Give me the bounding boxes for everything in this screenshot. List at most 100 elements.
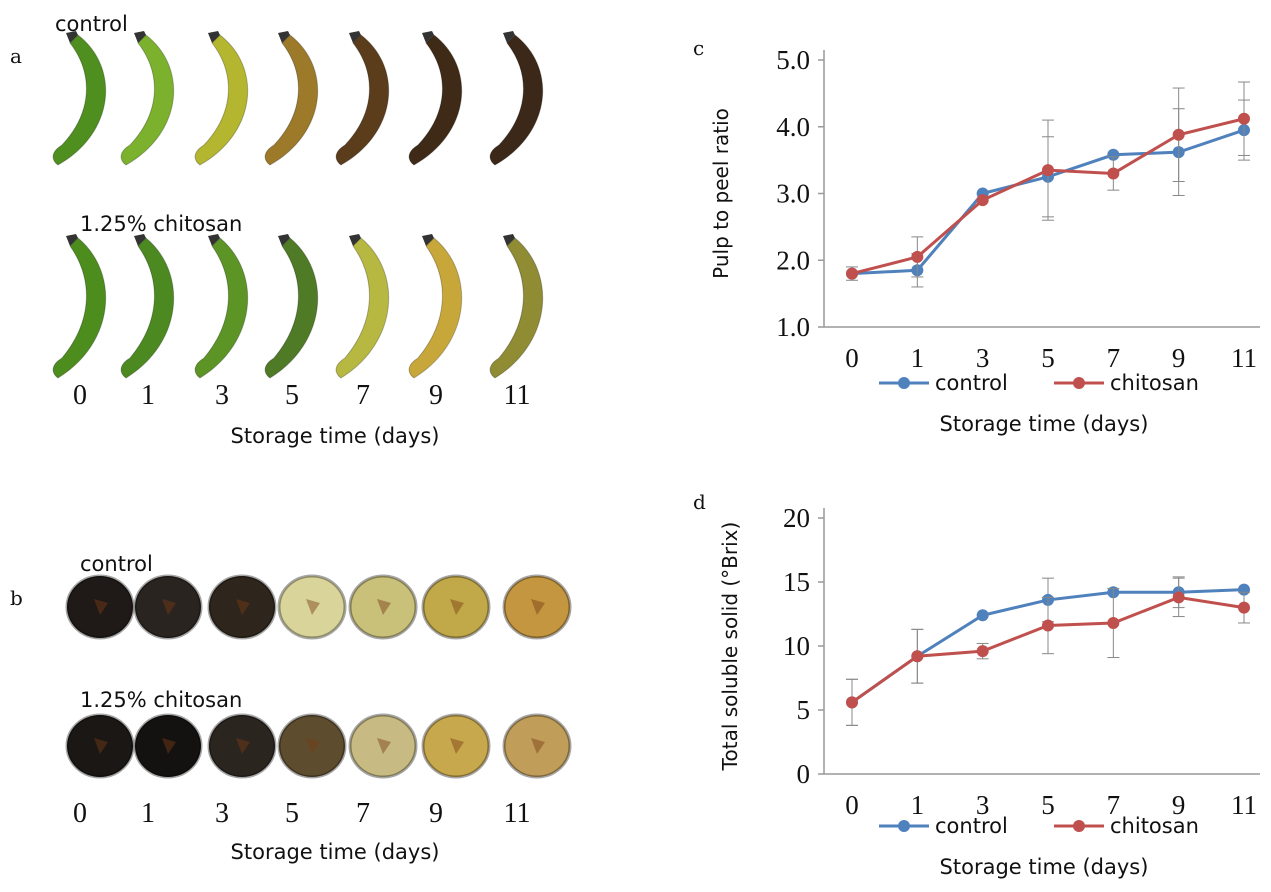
- x-tick-label: 11: [1231, 790, 1257, 820]
- pulp-to-peel-ratio-chart: 1.0 2.0 3.0 4.0 5.0 0 1 3 5 7 9 11 Pulp to peel rati…: [709, 45, 1260, 436]
- panel-c-letter: c: [693, 36, 705, 60]
- x-tick-label: 7: [1107, 343, 1121, 373]
- panel-a-day-label: 11: [503, 380, 531, 411]
- y-axis-label: Pulp to peel ratio: [709, 108, 733, 279]
- legend-item-control: control: [879, 814, 1008, 838]
- panel-a-letter: a: [10, 44, 22, 68]
- banana-slice-photo: [133, 713, 203, 779]
- panel-a-day-label: 9: [429, 380, 443, 411]
- banana-slice-photo: [133, 574, 203, 640]
- banana-slice-photo: [277, 713, 347, 779]
- banana-slice-photo: [348, 574, 418, 640]
- banana-photo-grid: [52, 31, 544, 379]
- y-tick-label: 15: [783, 567, 810, 597]
- data-point-chitosan: [976, 645, 989, 658]
- banana-photo: [194, 31, 249, 166]
- x-tick-label: 5: [1041, 790, 1055, 820]
- y-tick-label: 0: [797, 759, 811, 789]
- panel-a-day-label: 7: [356, 380, 370, 411]
- legend-label: chitosan: [1110, 814, 1199, 838]
- banana-photo: [264, 234, 319, 379]
- banana-slice-photo: [421, 574, 491, 640]
- data-point-chitosan: [1042, 164, 1054, 177]
- x-tick-label: 9: [1172, 343, 1186, 373]
- banana-photo: [194, 234, 249, 379]
- data-point-control: [976, 609, 989, 622]
- data-point-chitosan: [911, 650, 924, 663]
- data-point-chitosan: [1107, 167, 1120, 180]
- data-point-chitosan: [1238, 112, 1250, 125]
- banana-photo: [264, 31, 319, 166]
- banana-photo: [335, 234, 390, 379]
- panel-b-day-label: 9: [429, 798, 443, 829]
- y-tick-label: 4.0: [776, 112, 810, 142]
- banana-slice-photo: [65, 574, 135, 640]
- panel-b-day-label: 11: [503, 798, 531, 829]
- x-tick-label: 3: [976, 790, 990, 820]
- data-point-control: [1107, 148, 1120, 161]
- x-tick-label: 0: [845, 790, 859, 820]
- panel-a-day-label: 0: [73, 380, 87, 411]
- panel-b-control-label: control: [80, 552, 153, 576]
- y-tick-label: 5: [797, 695, 811, 725]
- legend-item-chitosan: chitosan: [1054, 814, 1199, 838]
- x-tick-label: 5: [1041, 343, 1055, 373]
- panel-a-day-label: 3: [215, 380, 229, 411]
- y-axis-label: Total soluble solid (°Brix): [718, 522, 742, 772]
- y-tick-label: 20: [783, 503, 810, 533]
- x-tick-label: 1: [911, 343, 925, 373]
- x-tick-label: 11: [1231, 343, 1257, 373]
- banana-slice-photo: [421, 713, 491, 779]
- panel-a-xlabel: Storage time (days): [230, 424, 440, 448]
- legend-item-chitosan: chitosan: [1054, 371, 1199, 395]
- x-tick-label: 3: [976, 343, 990, 373]
- banana-slice-photo: [502, 574, 572, 640]
- panel-b-day-label: 0: [73, 798, 87, 829]
- y-tick-label: 1.0: [776, 312, 810, 342]
- banana-photo: [52, 234, 107, 379]
- banana-photo: [120, 234, 175, 379]
- data-point-chitosan: [1238, 601, 1250, 614]
- x-tick-label: 9: [1172, 790, 1186, 820]
- panel-d-letter: d: [693, 490, 706, 514]
- data-point-chitosan: [911, 250, 924, 263]
- banana-slice-photo: [207, 574, 277, 640]
- data-point-chitosan: [976, 194, 989, 207]
- panel-a-chitosan-label: 1.25% chitosan: [80, 212, 243, 236]
- legend-label: control: [935, 371, 1008, 395]
- data-point-chitosan: [1172, 591, 1185, 604]
- data-point-chitosan: [846, 696, 858, 709]
- x-axis-label: Storage time (days): [940, 855, 1149, 879]
- panel-b-chitosan-label: 1.25% chitosan: [80, 688, 243, 712]
- y-tick-label: 5.0: [776, 45, 810, 75]
- legend-label: chitosan: [1110, 371, 1199, 395]
- panel-b-xlabel: Storage time (days): [230, 840, 440, 864]
- panel-a-control-label: control: [55, 12, 128, 36]
- banana-slice-photo: [502, 713, 572, 779]
- data-point-chitosan: [1107, 616, 1120, 629]
- y-tick-label: 10: [783, 631, 810, 661]
- panel-b-letter: b: [10, 586, 23, 610]
- banana-slice-photo: [207, 713, 277, 779]
- total-soluble-solid-chart: 0 5 10 15 20 0 1 3 5 7 9 11 Total soluble solid (°Br…: [718, 503, 1260, 879]
- banana-photo: [489, 31, 544, 166]
- panel-a-day-label: 5: [285, 380, 299, 411]
- x-tick-label: 0: [845, 343, 859, 373]
- banana-photo: [489, 234, 544, 379]
- panel-b-day-label: 5: [285, 798, 299, 829]
- banana-photo: [408, 31, 463, 166]
- data-point-chitosan: [1042, 619, 1054, 632]
- panel-b-day-label: 1: [141, 798, 155, 829]
- banana-photo: [335, 31, 390, 166]
- y-tick-label: 2.0: [776, 245, 810, 275]
- data-point-chitosan: [846, 267, 858, 280]
- banana-photo: [120, 31, 175, 166]
- legend-label: control: [935, 814, 1008, 838]
- panel-b-day-label: 3: [215, 798, 229, 829]
- panel-b-day-label: 7: [356, 798, 370, 829]
- legend-item-control: control: [879, 371, 1008, 395]
- banana-photo: [52, 31, 107, 166]
- x-tick-label: 7: [1107, 790, 1121, 820]
- data-point-chitosan: [1172, 128, 1185, 141]
- banana-slice-photo: [348, 713, 418, 779]
